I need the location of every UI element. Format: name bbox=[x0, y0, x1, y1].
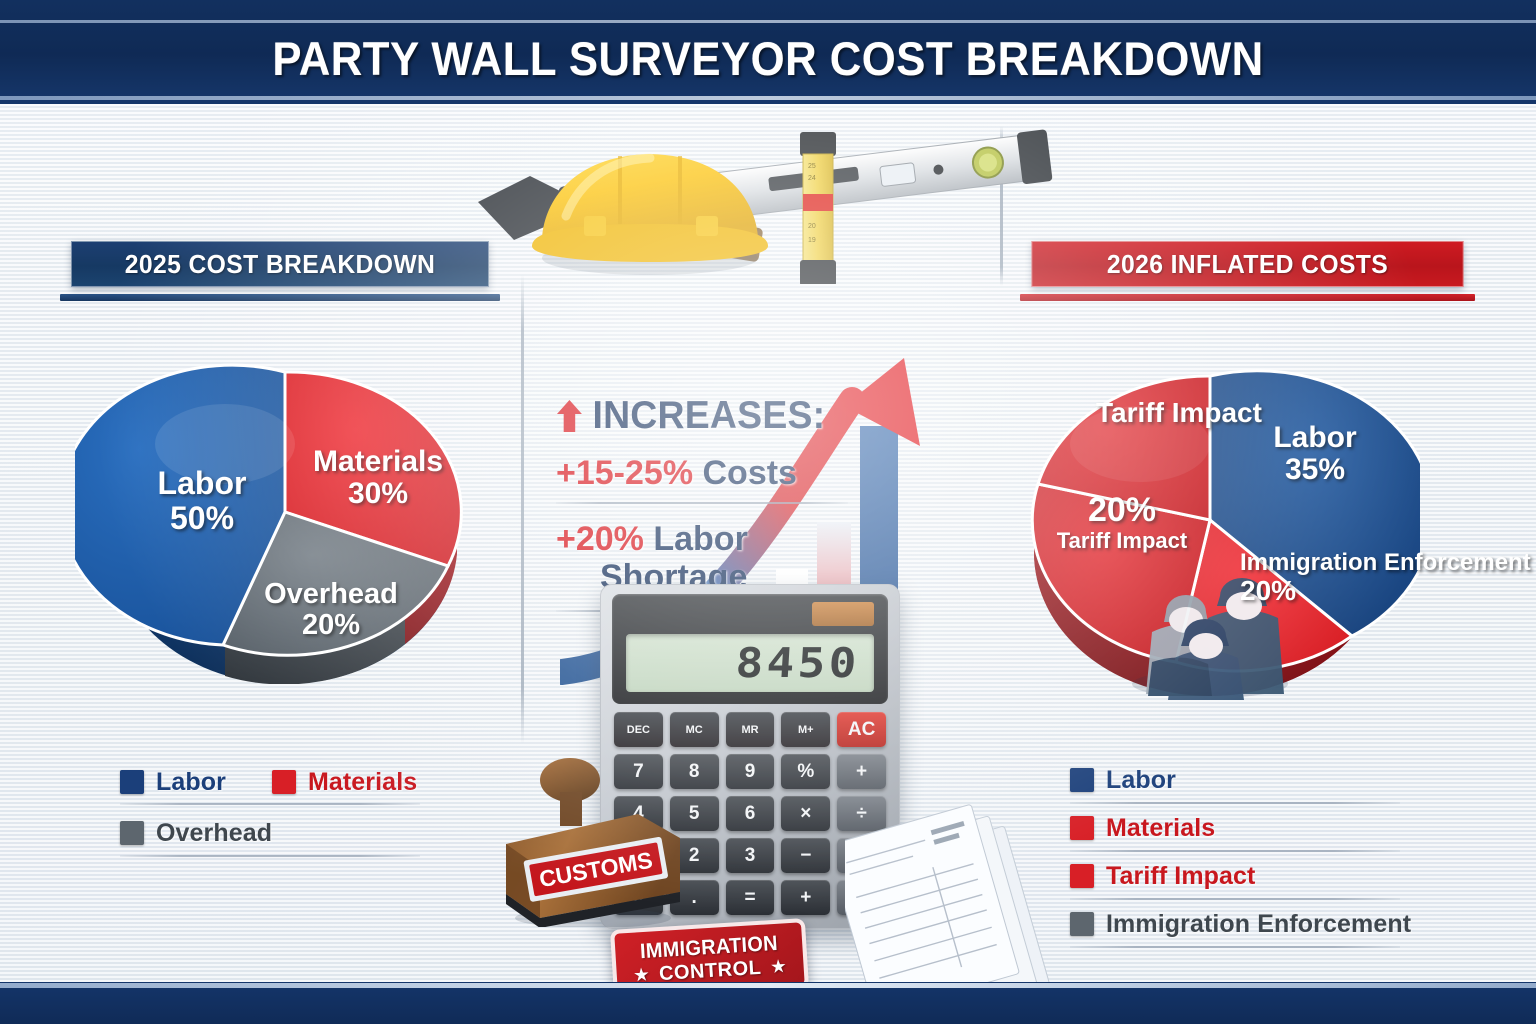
stat-divider bbox=[556, 502, 848, 505]
calculator-top-panel: 8450 bbox=[612, 594, 888, 704]
legend-swatch-overhead bbox=[120, 821, 144, 845]
stat-costs-label: Costs bbox=[702, 454, 797, 492]
stat-labor-label: Labor bbox=[653, 520, 748, 559]
legend-label-labor: Labor bbox=[156, 767, 226, 796]
calc-key[interactable]: DEC bbox=[614, 712, 663, 747]
legend-row[interactable]: Labor bbox=[1070, 756, 1400, 804]
left-section-header: 2025 COST BREAKDOWN bbox=[60, 241, 500, 301]
calc-key[interactable]: MR bbox=[725, 712, 775, 747]
solar-panel bbox=[812, 602, 874, 626]
legend-label-tariff: Tariff Impact bbox=[1106, 861, 1256, 890]
svg-text:25: 25 bbox=[808, 163, 816, 170]
legend-swatch-immigration bbox=[1070, 912, 1094, 936]
legend-label-overhead: Overhead bbox=[156, 818, 273, 847]
increases-heading: INCREASES: bbox=[556, 394, 873, 438]
customs-stamp: CUSTOMS bbox=[498, 752, 688, 928]
calc-key-clear[interactable]: AC bbox=[837, 712, 886, 747]
pie-2026-svg bbox=[1030, 369, 1420, 700]
increases-heading-text: INCREASES: bbox=[592, 394, 826, 437]
pie-2025-svg bbox=[75, 363, 463, 684]
legend-divider bbox=[1070, 850, 1400, 852]
increase-stats-panel: INCREASES: +15-25% Costs +20% Labor Shor… bbox=[556, 394, 886, 613]
calculator-display-value: 8450 bbox=[734, 639, 862, 687]
stat-costs-pct: +15-25% bbox=[556, 454, 694, 492]
svg-text:19: 19 bbox=[808, 237, 816, 244]
invoice-documents bbox=[827, 794, 1060, 982]
calc-key[interactable]: + bbox=[837, 754, 886, 789]
legend-row[interactable]: Tariff Impact bbox=[1070, 852, 1400, 900]
calc-key[interactable]: MC bbox=[669, 712, 719, 747]
right-section-title: 2026 INFLATED COSTS bbox=[1031, 241, 1464, 287]
stat-labor-pct: +20% bbox=[556, 520, 644, 559]
construction-tools-illustration: 25 24 20 19 bbox=[470, 104, 1070, 286]
legend-row[interactable]: Materials bbox=[1070, 804, 1400, 852]
calculator-display: 8450 bbox=[626, 634, 874, 692]
infographic-body: 25 24 20 19 bbox=[0, 104, 1536, 982]
right-section-underline bbox=[1020, 294, 1475, 301]
legend-divider bbox=[120, 803, 420, 805]
banner-rule-top bbox=[0, 20, 1536, 23]
calc-key[interactable]: M+ bbox=[781, 712, 831, 747]
legend-swatch-materials bbox=[271, 770, 296, 794]
legend-row[interactable]: Labor Materials bbox=[120, 759, 420, 805]
legend-swatch-tariff bbox=[1070, 864, 1094, 888]
stat-costs: +15-25% Costs bbox=[556, 454, 886, 492]
right-section-header: 2026 INFLATED COSTS bbox=[1020, 241, 1475, 301]
right-divider bbox=[1000, 126, 1003, 286]
footer-band bbox=[0, 982, 1536, 1024]
calc-key[interactable]: × bbox=[781, 796, 831, 831]
calc-key[interactable]: 5 bbox=[669, 796, 719, 831]
legend-label-materials: Materials bbox=[1106, 813, 1216, 842]
calc-key[interactable]: % bbox=[781, 754, 831, 789]
star-right-icon: ★ bbox=[770, 958, 787, 977]
banner-rule-bottom bbox=[0, 96, 1536, 100]
calc-key[interactable]: 7 bbox=[614, 754, 663, 789]
pie-chart-2026: Tariff Impact Labor 35% 20% Tariff Impac… bbox=[1000, 344, 1531, 704]
legend-swatch-materials bbox=[1070, 816, 1094, 840]
calc-key[interactable]: 3 bbox=[725, 838, 775, 873]
left-section-title: 2025 COST BREAKDOWN bbox=[71, 241, 489, 287]
legend-divider bbox=[1070, 898, 1400, 900]
calc-key[interactable]: 8 bbox=[669, 754, 719, 789]
legend-label-materials: Materials bbox=[307, 767, 418, 796]
calc-key[interactable]: ÷ bbox=[837, 796, 886, 831]
calc-key[interactable]: 6 bbox=[725, 796, 775, 831]
legend-divider bbox=[120, 855, 420, 857]
legend-row[interactable]: Overhead bbox=[120, 809, 420, 857]
legend-swatch-labor bbox=[1070, 768, 1094, 792]
star-left-icon: ★ bbox=[633, 966, 650, 982]
left-divider bbox=[521, 274, 524, 744]
page-title: PARTY WALL SURVEYOR COST BREAKDOWN bbox=[272, 31, 1264, 85]
legend-2025: Labor Materials Overhead bbox=[120, 759, 420, 857]
left-section-underline bbox=[60, 294, 500, 301]
calc-key[interactable]: = bbox=[725, 880, 775, 915]
svg-text:20: 20 bbox=[808, 223, 816, 230]
svg-text:24: 24 bbox=[808, 175, 816, 182]
legend-divider bbox=[1070, 802, 1400, 804]
calc-key[interactable]: + bbox=[781, 880, 831, 915]
legend-2026: Labor Materials Tariff Impact Immigratio… bbox=[1070, 756, 1411, 948]
title-banner bbox=[0, 0, 1536, 104]
footer-rule bbox=[0, 983, 1536, 988]
legend-swatch-labor bbox=[120, 770, 144, 794]
legend-label-immigration: Immigration Enforcement bbox=[1106, 909, 1412, 938]
legend-label-labor: Labor bbox=[1106, 765, 1176, 794]
calc-key[interactable]: − bbox=[781, 838, 831, 873]
legend-divider bbox=[1070, 946, 1400, 948]
up-arrow-icon bbox=[556, 399, 583, 433]
legend-row[interactable]: Immigration Enforcement bbox=[1070, 900, 1411, 948]
pie-chart-2025: Labor 50% Materials 30% Overhead 20% bbox=[75, 344, 495, 684]
immigration-control-stamp: IMMIGRATION ★ CONTROL ★ bbox=[610, 918, 809, 982]
calc-key[interactable]: 9 bbox=[725, 754, 775, 789]
immigration-stamp-box: IMMIGRATION ★ CONTROL ★ bbox=[610, 918, 809, 982]
